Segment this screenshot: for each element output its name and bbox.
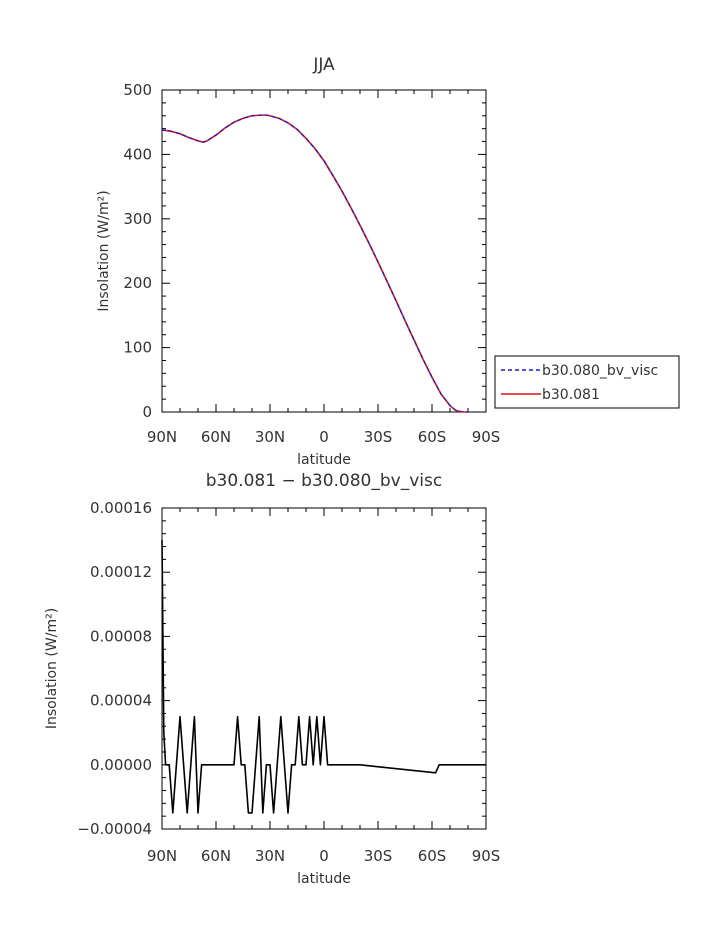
chart1-x-tick-label: 30S <box>364 428 393 446</box>
chart1-legend-box <box>494 355 680 409</box>
chart1-title: JJA <box>312 55 335 75</box>
chart1-series-line-1 <box>161 114 468 413</box>
chart1-series-line-2 <box>161 114 468 413</box>
chart2-x-tick-label: 60N <box>201 847 231 865</box>
chart2-y-axis-label: Insolation (W/m²) <box>44 608 60 729</box>
chart2-plot-frame <box>161 507 487 830</box>
chart1-y-tick-label: 500 <box>123 81 152 99</box>
chart1 <box>161 89 487 413</box>
chart1-x-axis-label: latitude <box>297 452 351 468</box>
chart2 <box>161 507 487 830</box>
chart1-x-tick-label: 90N <box>147 428 177 446</box>
chart1-x-tick-label: 90S <box>472 428 501 446</box>
chart2-y-tick-label: 0.00012 <box>90 563 152 581</box>
chart2-title: b30.081 − b30.080_bv_visc <box>206 471 442 491</box>
chart1-y-tick-label: 200 <box>123 274 152 292</box>
chart1-y-axis-label: Insolation (W/m²) <box>96 190 112 311</box>
chart2-y-tick-label: 0.00004 <box>90 692 152 710</box>
chart2-y-tick-label: 0.00000 <box>90 756 152 774</box>
chart1-y-tick-label: 400 <box>123 145 152 163</box>
chart2-x-tick-label: 90S <box>472 847 501 865</box>
chart1-legend <box>494 355 680 409</box>
chart1-legend-label-2: b30.081 <box>542 387 600 403</box>
chart1-x-tick-label: 60S <box>418 428 447 446</box>
chart2-y-tick-label: 0.00008 <box>90 627 152 645</box>
chart1-x-tick-label: 30N <box>255 428 285 446</box>
chart2-y-tick-label: −0.00004 <box>77 820 152 838</box>
chart2-series-line-1 <box>161 540 486 814</box>
chart2-x-tick-label: 0 <box>319 847 329 865</box>
chart1-y-tick-label: 0 <box>142 403 152 421</box>
chart1-y-tick-label: 100 <box>123 339 152 357</box>
chart1-legend-label-1: b30.080_bv_visc <box>542 363 658 379</box>
chart2-x-tick-label: 60S <box>418 847 447 865</box>
chart1-x-tick-label: 60N <box>201 428 231 446</box>
chart2-y-tick-label: 0.00016 <box>90 499 152 517</box>
chart2-x-tick-label: 90N <box>147 847 177 865</box>
chart1-y-tick-label: 300 <box>123 210 152 228</box>
chart2-x-tick-label: 30N <box>255 847 285 865</box>
chart2-x-tick-label: 30S <box>364 847 393 865</box>
chart1-x-tick-label: 0 <box>319 428 329 446</box>
chart2-x-axis-label: latitude <box>297 871 351 887</box>
